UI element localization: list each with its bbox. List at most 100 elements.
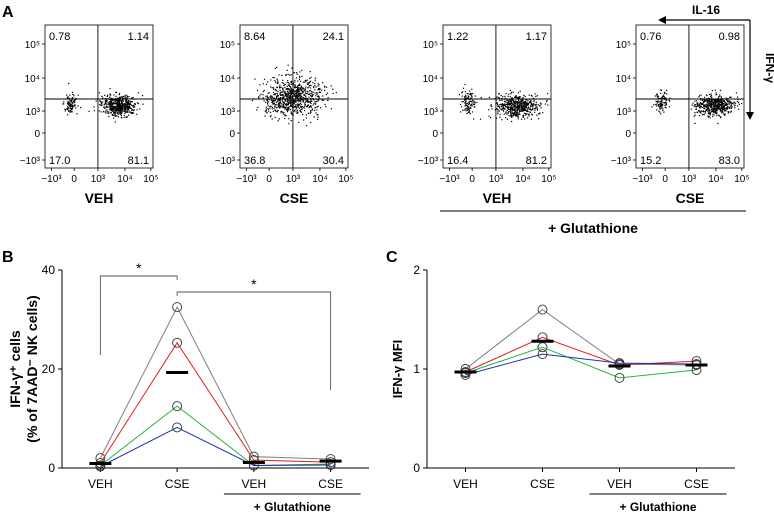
event-dot	[127, 96, 129, 98]
event-dot	[315, 102, 317, 104]
event-dot	[290, 89, 292, 91]
event-dot	[544, 103, 546, 105]
event-dot	[271, 87, 273, 89]
event-dot	[711, 111, 713, 113]
event-dot	[713, 100, 715, 102]
x-tick-label: 0	[266, 174, 272, 185]
event-dot	[314, 103, 316, 105]
event-dot	[295, 93, 297, 95]
event-dot	[514, 106, 516, 108]
event-dot	[267, 92, 269, 94]
event-dot	[523, 106, 526, 108]
event-dot	[107, 94, 109, 96]
event-dot	[305, 93, 307, 95]
event-dot	[306, 83, 308, 85]
event-dot	[271, 118, 273, 120]
event-dot	[66, 107, 68, 109]
event-dot	[516, 115, 518, 117]
quadrant-lr-value: 81.1	[128, 155, 149, 167]
event-dot	[123, 116, 125, 119]
event-dot	[294, 100, 296, 102]
event-dot	[500, 106, 502, 108]
event-dot	[507, 108, 509, 110]
event-dot	[515, 112, 517, 114]
event-dot	[113, 117, 115, 119]
event-dot	[121, 117, 123, 119]
event-dot	[727, 97, 729, 100]
event-dot	[695, 106, 697, 108]
event-dot	[273, 77, 275, 79]
event-dot	[725, 108, 727, 110]
event-dot	[301, 97, 303, 99]
event-dot	[461, 95, 463, 97]
event-dot	[707, 105, 709, 107]
event-dot	[300, 111, 302, 113]
event-dot	[505, 112, 507, 114]
event-dot	[127, 103, 129, 105]
event-dot	[314, 107, 316, 109]
event-dot	[126, 103, 128, 105]
event-dot	[479, 118, 482, 120]
event-dot	[473, 103, 476, 105]
event-dot	[661, 107, 663, 109]
event-dot	[513, 114, 515, 116]
event-dot	[547, 104, 549, 106]
event-dot	[69, 104, 71, 106]
event-dot	[295, 86, 297, 89]
event-dot	[284, 86, 286, 89]
event-dot	[665, 107, 667, 109]
event-dot	[305, 92, 307, 94]
event-dot	[496, 96, 498, 98]
event-dot	[469, 107, 471, 109]
event-dot	[132, 109, 134, 111]
x-tick-label: −10³	[41, 174, 62, 185]
event-dot	[111, 113, 113, 116]
event-dot	[121, 113, 123, 115]
event-dot	[466, 105, 469, 108]
event-dot	[660, 105, 662, 107]
event-dot	[498, 110, 500, 112]
event-dot	[287, 88, 289, 90]
event-dot	[125, 111, 128, 113]
event-dot	[710, 100, 712, 102]
event-dot	[510, 93, 512, 95]
event-dot	[513, 104, 516, 107]
event-dot	[70, 104, 72, 106]
event-dot	[721, 103, 723, 105]
event-dot	[662, 97, 664, 99]
event-dot	[295, 105, 297, 107]
event-dot	[657, 105, 660, 107]
event-dot	[721, 99, 723, 101]
event-dot	[119, 105, 121, 107]
event-dot	[737, 105, 739, 107]
event-dot	[717, 96, 720, 98]
event-dot	[703, 113, 705, 115]
event-dot	[110, 104, 112, 106]
event-dot	[293, 92, 295, 94]
quadrant-ur-value: 1.17	[526, 31, 547, 43]
event-dot	[509, 100, 511, 102]
event-dot	[662, 101, 664, 104]
event-dot	[502, 104, 505, 106]
event-dot	[117, 100, 119, 102]
event-dot	[300, 95, 302, 97]
event-dot	[115, 102, 117, 104]
event-dot	[317, 89, 319, 91]
event-dot	[126, 94, 128, 96]
event-dot	[70, 100, 72, 102]
event-dot	[114, 111, 116, 113]
event-dot	[73, 95, 75, 97]
event-dot	[711, 99, 713, 101]
event-dot	[299, 87, 302, 89]
event-dot	[539, 105, 541, 107]
event-dot	[660, 113, 662, 115]
event-dot	[522, 116, 524, 118]
event-dot	[129, 100, 131, 102]
event-dot	[133, 109, 135, 111]
event-dot	[522, 101, 525, 103]
event-dot	[706, 109, 708, 111]
event-dot	[523, 107, 525, 109]
